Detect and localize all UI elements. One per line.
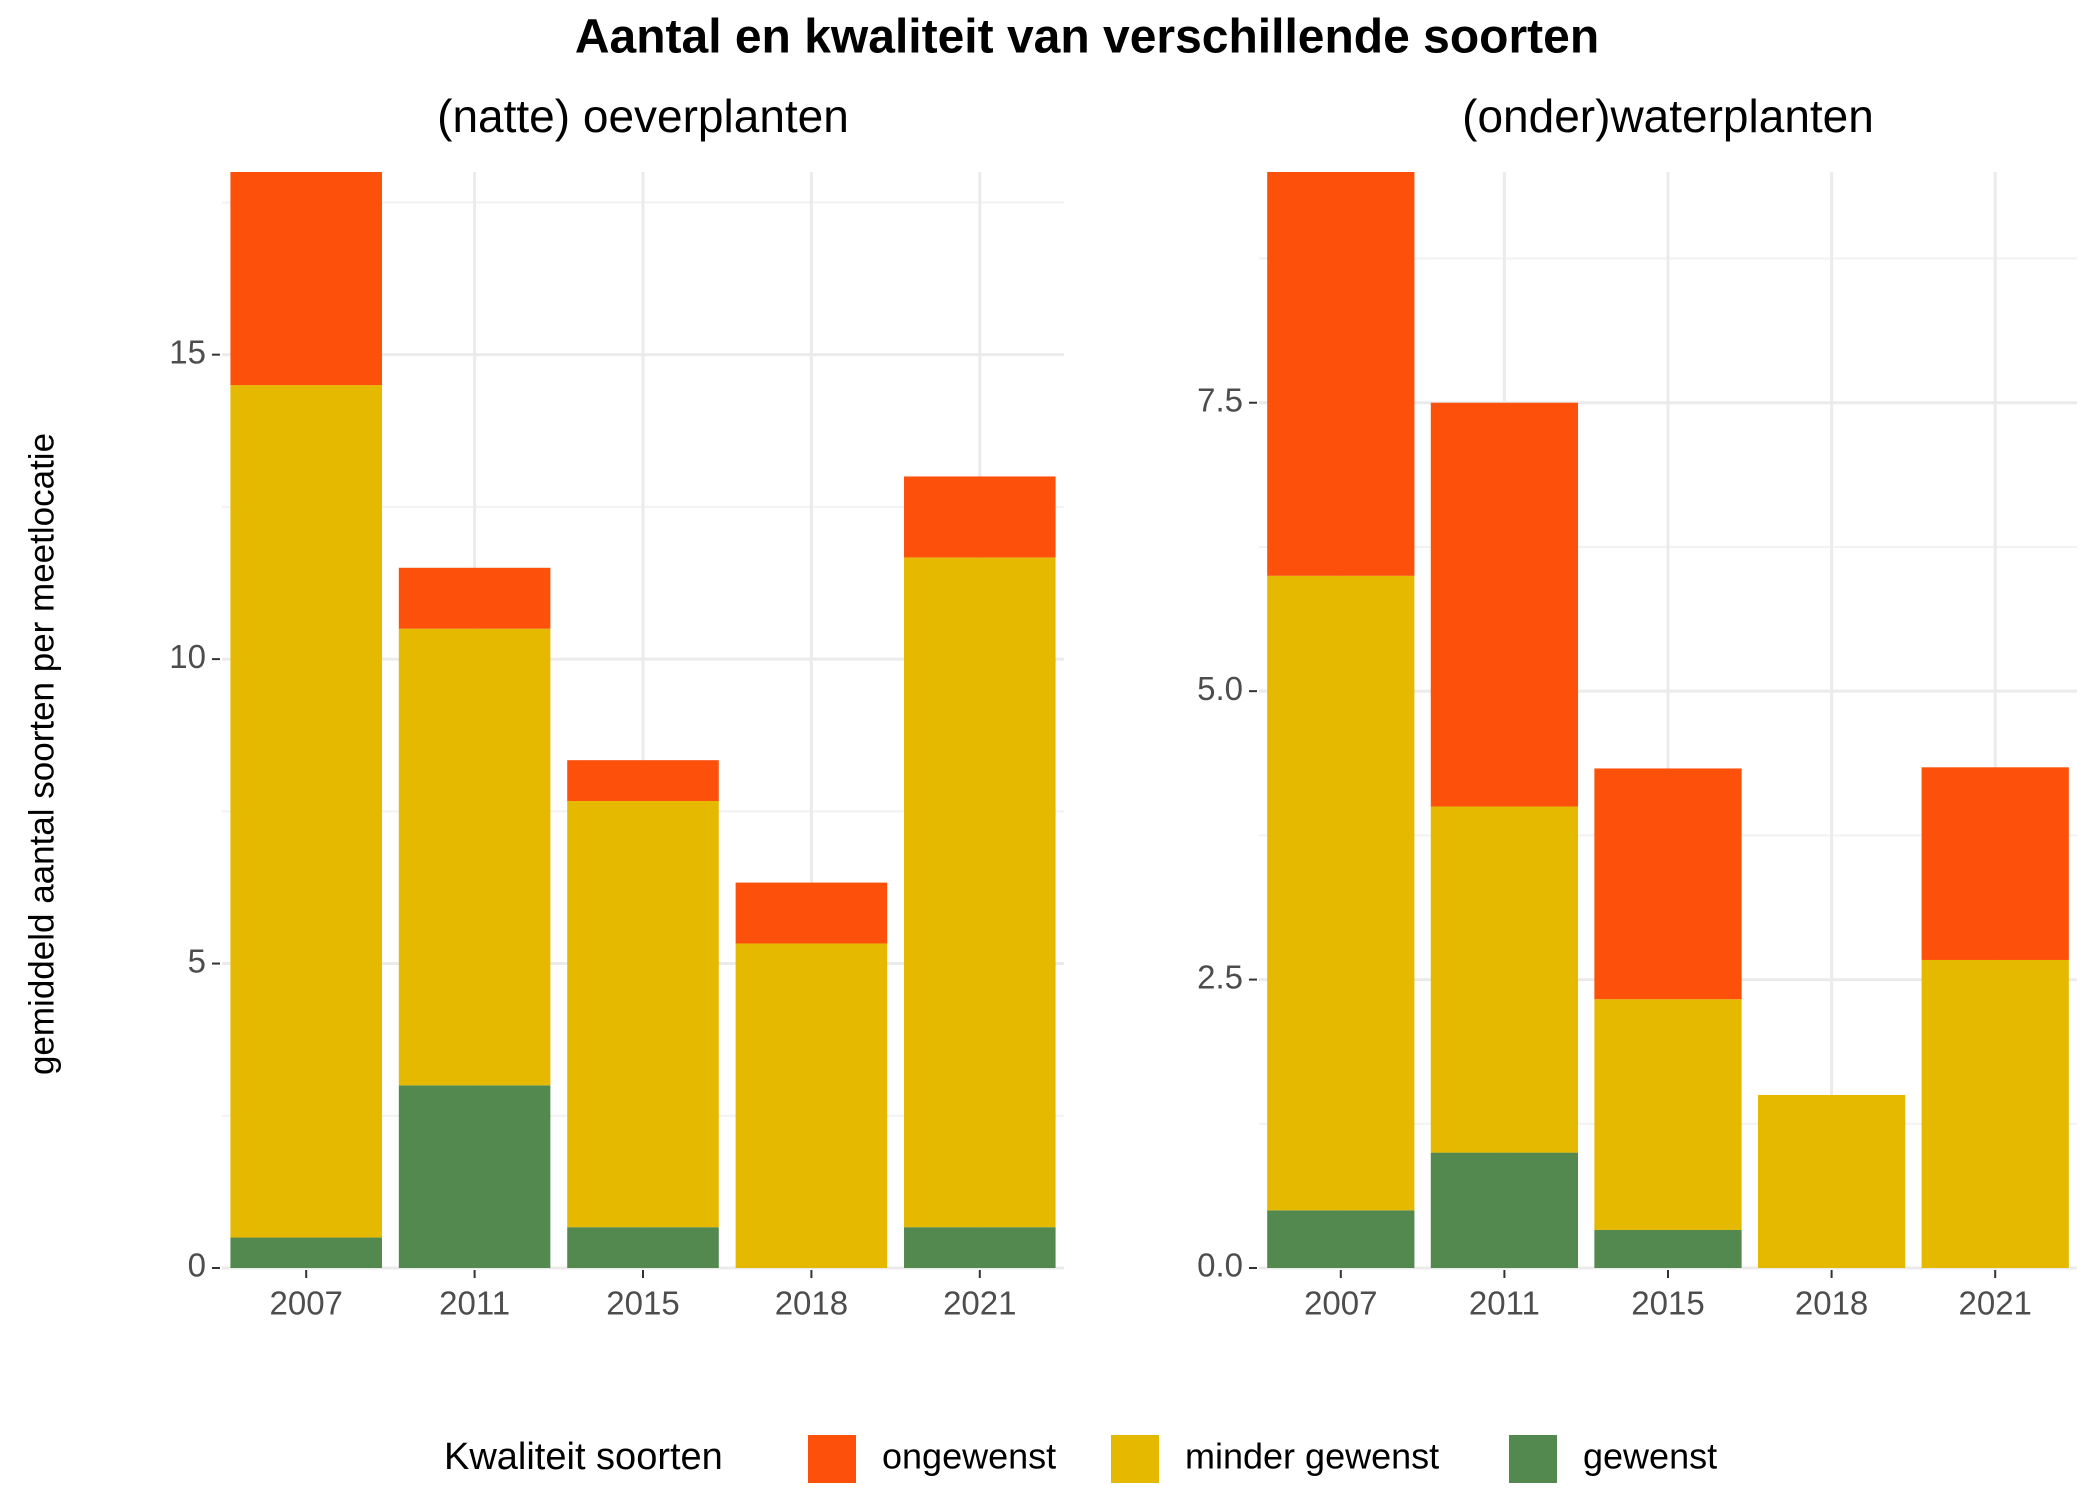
panel-subtitle: (natte) oeverplanten [437,90,849,142]
bar-segment [398,628,551,1086]
legend-label: minder gewenst [1185,1436,1439,1477]
bar-segment [1757,1094,1906,1268]
bar-segment [735,882,888,944]
bar-segment [1430,1152,1579,1268]
x-tick-label: 2007 [269,1285,342,1322]
bar-segment [1430,402,1579,807]
x-tick-label: 2021 [1958,1285,2031,1322]
bar-segment [904,1227,1056,1268]
x-tick-label: 2015 [1631,1285,1704,1322]
x-tick-label: 2015 [606,1285,679,1322]
bar-segment [567,800,719,1228]
y-tick-label: 10 [169,638,206,675]
bar-segment [904,557,1056,1228]
bar-segment [1594,1229,1742,1268]
bar-segment [567,760,719,801]
bar-segment [735,943,888,1268]
legend-label: gewenst [1583,1436,1717,1477]
bar-segment [1430,806,1579,1153]
legend-title: Kwaliteit soorten [444,1436,723,1478]
x-tick-label: 2018 [775,1285,848,1322]
chart-title: Aantal en kwaliteit van verschillende so… [575,11,1599,64]
bar-segment [1267,1210,1415,1268]
y-tick-label: 0 [188,1247,206,1284]
bar-segment [1594,999,1742,1230]
bar-segment [230,172,382,386]
legend-key [1509,1435,1557,1483]
legend-label: ongewenst [882,1436,1056,1477]
x-tick-label: 2021 [943,1285,1016,1322]
bar-segment [230,385,382,1238]
legend-key [808,1435,856,1483]
bar-segment [1267,172,1415,576]
y-tick-label: 0.0 [1197,1247,1243,1284]
y-tick-label: 2.5 [1197,958,1243,995]
x-tick-label: 2018 [1795,1285,1868,1322]
legend-key [1111,1435,1159,1483]
bar-segment [1594,768,1742,1000]
x-tick-label: 2011 [439,1285,510,1322]
x-tick-label: 2007 [1304,1285,1377,1322]
bar-segment [1267,575,1415,1211]
bar-segment [1921,767,2069,960]
bar-segment [1921,959,2069,1268]
y-tick-label: 5.0 [1197,670,1243,707]
bar-segment [398,1085,551,1268]
bar-segment [904,476,1056,558]
panel-subtitle: (onder)waterplanten [1462,90,1874,142]
bar-segment [398,567,551,629]
y-tick-label: 15 [169,333,206,370]
y-tick-label: 5 [188,942,206,979]
y-axis-label: gemiddeld aantal soorten per meetlocatie [22,433,61,1075]
y-tick-label: 7.5 [1197,381,1243,418]
x-tick-label: 2011 [1469,1285,1540,1322]
bar-segment [230,1237,382,1268]
bar-segment [567,1227,719,1268]
